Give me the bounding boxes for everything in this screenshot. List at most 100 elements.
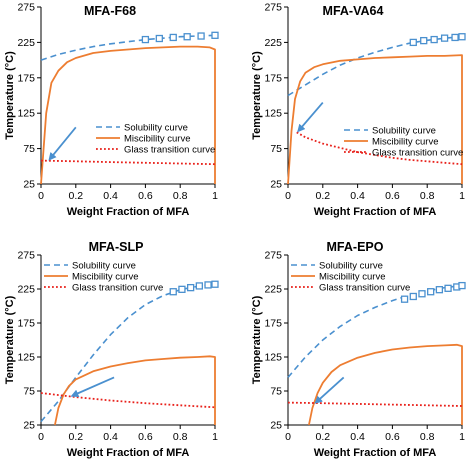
x-axis-label: Weight Fraction of MFA — [314, 447, 437, 459]
solubility-marker — [420, 36, 428, 45]
x-tick-label: 1 — [459, 190, 465, 202]
solubility-marker — [155, 34, 163, 43]
solubility-curve-line — [287, 35, 463, 97]
legend-label-miscibility: Miscibility curve — [372, 137, 439, 148]
solubility-marker — [141, 35, 150, 44]
solubility-curve-line — [40, 283, 216, 423]
miscibility-curve-line — [54, 355, 216, 426]
legend-label-solubility: Solubility curve — [372, 126, 436, 137]
solubility-marker — [400, 295, 409, 303]
solubility-marker — [435, 286, 444, 294]
solubility-marker — [178, 285, 186, 293]
chart-panel-4: 25 75 125 175 225 275 0 0.2 0.4 0.6 0.8 1 Temperatur… — [251, 240, 466, 459]
y-tick-label: 75 — [23, 143, 35, 155]
x-tick-label: 0 — [285, 190, 291, 202]
y-axis-label: Temperature (°C) — [4, 51, 16, 140]
solubility-marker — [458, 281, 466, 290]
y-tick-label: 175 — [264, 72, 282, 84]
solubility-marker — [440, 34, 449, 42]
x-tick-label: 0.4 — [350, 431, 365, 443]
x-tick-label: 0.6 — [385, 190, 400, 202]
x-tick-label: 0.2 — [68, 431, 83, 443]
x-tick-label: 0.8 — [173, 190, 188, 202]
solubility-marker — [186, 283, 195, 292]
y-tick-label: 125 — [264, 352, 282, 364]
x-axis-label: Weight Fraction of MFA — [67, 447, 190, 459]
y-axis-label: Temperature (°C) — [251, 51, 263, 140]
x-tick-label: 0.2 — [68, 190, 83, 202]
chart-panel-1: 25 75 125 175 225 275 0 0.2 0.4 0.6 0.8 1 Temperatur… — [4, 2, 219, 218]
x-axis-label: Weight Fraction of MFA — [67, 206, 190, 218]
x-tick-label: 0.4 — [103, 431, 118, 443]
y-tick-label: 125 — [264, 108, 282, 120]
x-tick-label: 0.6 — [138, 431, 153, 443]
solubility-marker — [409, 38, 417, 47]
y-tick-label: 275 — [264, 2, 282, 14]
solubility-marker — [427, 288, 435, 296]
glass-transition-curve-line — [40, 159, 216, 166]
x-tick-label: 1 — [212, 431, 218, 443]
x-tick-label: 0.8 — [420, 431, 435, 443]
y-tick-label: 225 — [264, 284, 282, 296]
y-tick-label: 275 — [17, 250, 35, 262]
annotation-arrow — [297, 101, 324, 133]
x-axis-label: Weight Fraction of MFA — [314, 206, 437, 218]
x-tick-label: 0.4 — [350, 190, 365, 202]
solubility-marker — [183, 33, 191, 41]
chart-panel-2: 25 75 125 175 225 275 0 0.2 0.4 0.6 0.8 1 Temperatur… — [251, 2, 466, 218]
y-tick-label: 175 — [17, 318, 35, 330]
y-tick-label: 225 — [264, 37, 282, 49]
x-tick-label: 0.6 — [385, 431, 400, 443]
annotation-arrow — [314, 376, 345, 404]
solubility-marker — [169, 288, 177, 296]
solubility-marker — [409, 292, 417, 301]
miscibility-curve-line — [40, 45, 216, 185]
y-tick-label: 75 — [270, 143, 282, 155]
solubility-marker — [211, 280, 219, 288]
glass-transition-curve-line — [296, 131, 463, 166]
y-axis-label: Temperature (°C) — [4, 295, 16, 384]
chart-panel-3: 25 75 125 175 225 275 0 0.2 0.4 0.6 0.8 1 Temperatur… — [4, 240, 219, 459]
miscibility-curve-line — [287, 54, 463, 185]
annotation-arrow — [70, 376, 115, 398]
x-tick-label: 0.6 — [138, 190, 153, 202]
solubility-marker — [169, 33, 177, 42]
x-tick-label: 0.4 — [103, 190, 118, 202]
y-tick-label: 275 — [264, 250, 282, 262]
x-tick-label: 0.8 — [173, 431, 188, 443]
x-tick-label: 0 — [38, 431, 44, 443]
y-tick-label: 25 — [270, 179, 282, 191]
y-tick-label: 25 — [270, 420, 282, 432]
y-tick-label: 25 — [23, 179, 35, 191]
solubility-marker — [458, 33, 466, 41]
x-tick-label: 0 — [285, 431, 291, 443]
chart-title: MFA-EPO — [327, 240, 384, 254]
x-tick-label: 0.2 — [315, 190, 330, 202]
miscibility-curve-line — [308, 343, 463, 426]
x-tick-label: 0 — [38, 190, 44, 202]
legend-label-solubility: Solubility curve — [72, 261, 136, 272]
legend-label-miscibility: Miscibility curve — [124, 134, 191, 145]
solubility-marker — [451, 33, 459, 42]
solubility-marker — [430, 35, 438, 44]
glass-transition-curve-line — [40, 392, 216, 409]
y-tick-label: 75 — [23, 386, 35, 398]
x-tick-label: 0.2 — [315, 431, 330, 443]
legend-label-miscibility: Miscibility curve — [319, 272, 386, 283]
legend-label-glass: Glass transition curve — [124, 145, 215, 156]
solubility-curve-line — [40, 34, 216, 61]
solubility-curve-line — [287, 284, 463, 378]
chart-title: MFA-VA64 — [323, 4, 384, 18]
y-axis-label: Temperature (°C) — [251, 295, 263, 384]
annotation-arrow — [48, 126, 77, 161]
y-tick-label: 175 — [264, 318, 282, 330]
y-tick-label: 225 — [17, 37, 35, 49]
x-tick-label: 1 — [212, 190, 218, 202]
legend-label-glass: Glass transition curve — [372, 148, 463, 159]
solubility-marker — [197, 32, 205, 40]
